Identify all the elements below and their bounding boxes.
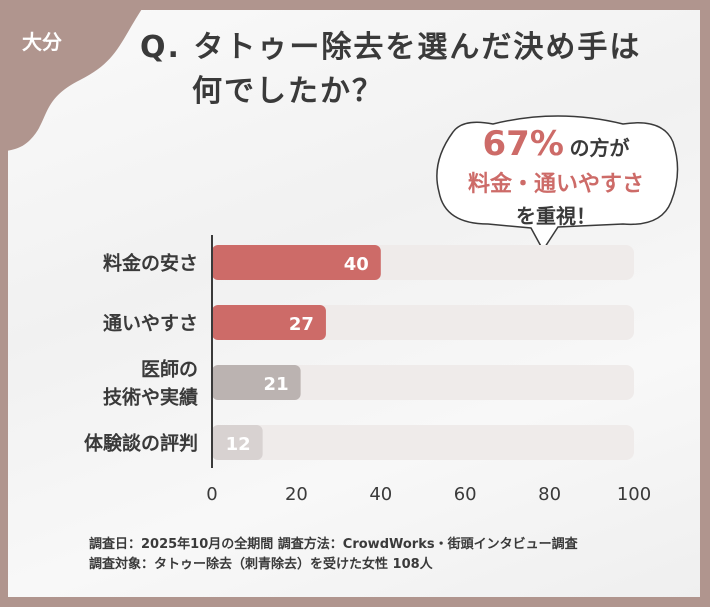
bar [212,305,326,340]
bar-track [212,425,634,460]
page-title: Q. タトゥー除去を選んだ決め手は何でしたか？ [140,26,641,114]
x-tick-label: 20 [285,484,308,505]
footer-line2: 調査対象：タトゥー除去（刺青除去）を受けた女性 108人 [89,557,433,572]
bar [212,425,263,460]
bar-value-label: 40 [344,254,369,275]
bar-value-label: 27 [289,314,314,335]
callout-percent: 67% [482,124,564,164]
bar-value-label: 21 [264,374,289,395]
category-label: 技術や実績 [103,386,198,409]
x-tick-label: 80 [538,484,561,505]
callout-text2: を重視！ [516,204,596,228]
callout-highlight: 料金・通いやすさ [467,172,644,197]
bar [212,245,381,280]
bar [212,365,301,400]
category-label: 医師の [141,358,198,381]
x-tick-label: 0 [206,484,217,505]
category-label: 通いやすさ [103,313,198,335]
speech-bubble [436,115,679,252]
x-tick-label: 40 [369,484,392,505]
title-line2: 何でしたか？ [192,74,384,109]
x-tick-label: 100 [617,484,651,505]
footer-note: 調査日：2025年10月の全期間 調査方法：CrowdWorks・街頭インタビュ… [89,535,578,575]
footer-line1: 調査日：2025年10月の全期間 調査方法：CrowdWorks・街頭インタビュ… [89,537,578,552]
bar-value-label: 12 [226,434,251,455]
x-tick-label: 60 [454,484,477,505]
bar-track [212,365,634,400]
corner-badge-shape [0,0,148,152]
region-badge: 大分 [22,30,62,54]
category-label: 料金の安さ [103,252,198,275]
title-line1: Q. タトゥー除去を選んだ決め手は [140,30,642,65]
callout-text: 67% の方が 料金・通いやすさ を重視！ [433,124,679,229]
card [8,10,700,597]
callout-text1: の方が [569,136,630,160]
category-label: 体験談の評判 [84,432,198,455]
